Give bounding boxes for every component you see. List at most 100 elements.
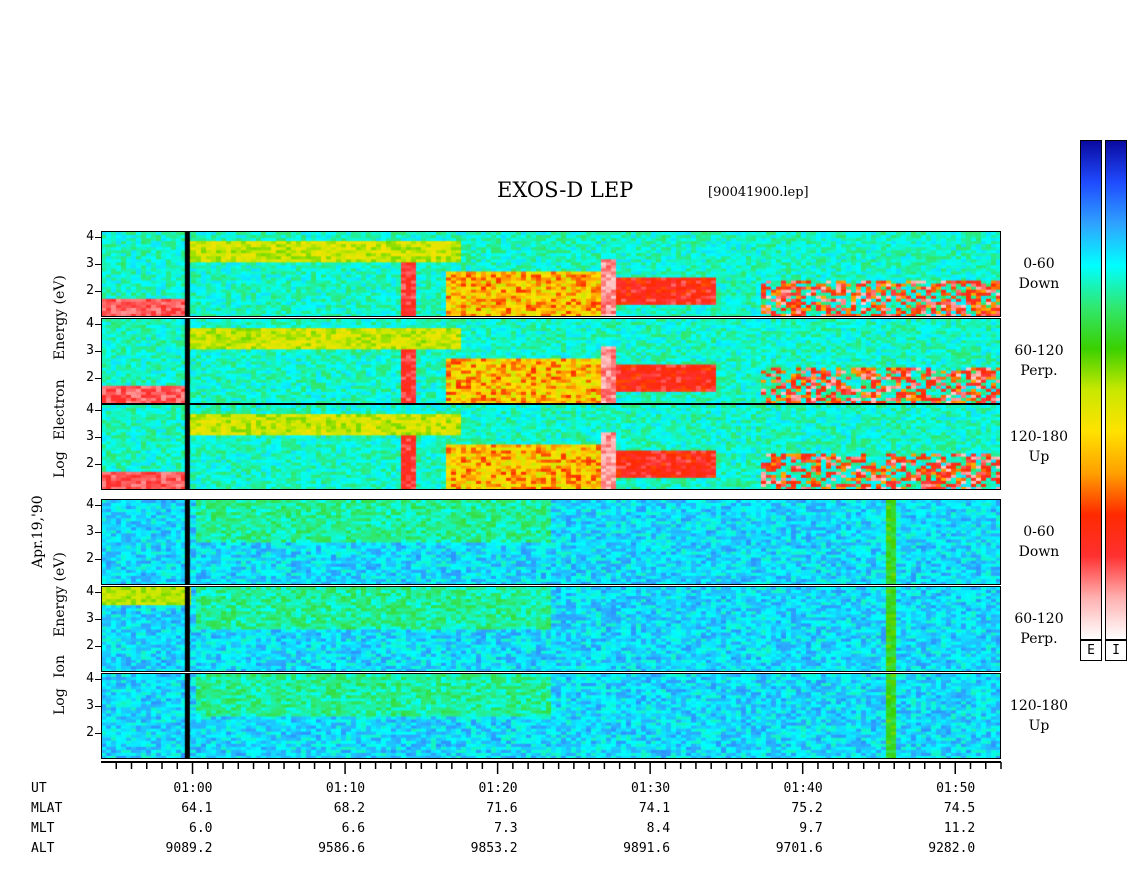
panel-label-range: 60-120 xyxy=(1014,343,1064,359)
ephemeris-value: 11.2 xyxy=(943,821,976,836)
y-tick-label: 2 xyxy=(86,456,94,471)
date-label: Apr.19,'90 xyxy=(30,495,46,568)
y-tick-mark xyxy=(95,559,101,560)
panel-frame xyxy=(101,318,1001,404)
y-tick-mark xyxy=(95,437,101,438)
panel-label-direction: Down xyxy=(1018,276,1060,292)
panel-label: 0-60 Down xyxy=(1004,522,1074,562)
panel-label-range: 120-180 xyxy=(1009,429,1069,445)
ephemeris-value: 9089.2 xyxy=(165,841,213,856)
ephemeris-row-name: UT xyxy=(31,781,47,796)
y-tick-mark xyxy=(95,646,101,647)
panel-frame xyxy=(101,404,1001,490)
y-tick-mark xyxy=(95,619,101,620)
electron-axis-label-energy: Energy (eV) xyxy=(52,275,68,360)
ephemeris-row-name: ALT xyxy=(31,841,55,856)
panel-frame xyxy=(101,586,1001,672)
ion-spectrogram-panel xyxy=(101,674,1001,759)
electron-axis-label-log: Log xyxy=(52,451,68,478)
y-tick-label: 3 xyxy=(86,343,94,358)
file-name: [90041900.lep] xyxy=(708,185,809,200)
y-tick-mark xyxy=(95,679,101,680)
y-tick-mark xyxy=(95,264,101,265)
y-tick-label: 3 xyxy=(86,429,94,444)
ephemeris-value: 8.4 xyxy=(646,821,671,836)
chart-title: EXOS-D LEP xyxy=(497,178,634,202)
panel-label-direction: Up xyxy=(1028,718,1050,734)
panel-label-direction: Perp. xyxy=(1020,363,1058,379)
ephemeris-value: 71.6 xyxy=(486,801,518,816)
y-tick-mark xyxy=(95,378,101,379)
ephemeris-value: 75.2 xyxy=(791,801,823,816)
x-tick-label: 01:40 xyxy=(783,781,823,796)
y-tick-label: 4 xyxy=(86,316,94,331)
ephemeris-value: 68.2 xyxy=(333,801,366,816)
panel-label-range: 0-60 xyxy=(1023,256,1055,272)
y-tick-mark xyxy=(95,464,101,465)
panel-label-direction: Up xyxy=(1028,449,1050,465)
y-tick-mark xyxy=(95,733,101,734)
y-tick-label: 3 xyxy=(86,256,94,271)
panel-frame xyxy=(101,499,1001,585)
x-tick-label: 01:30 xyxy=(631,781,671,796)
colorbar-electron xyxy=(1080,140,1102,640)
y-tick-mark xyxy=(95,505,101,506)
panel-frame xyxy=(101,231,1001,317)
y-tick-mark xyxy=(95,351,101,352)
y-tick-label: 4 xyxy=(86,402,94,417)
y-tick-mark xyxy=(95,237,101,238)
ephemeris-value: 74.1 xyxy=(638,801,671,816)
ephemeris-value: 9701.6 xyxy=(775,841,823,856)
y-tick-label: 2 xyxy=(86,551,94,566)
y-tick-mark xyxy=(95,410,101,411)
ion-spectrogram-panel xyxy=(101,500,1001,585)
ephemeris-value: 6.6 xyxy=(341,821,366,836)
panel-label: 120-180 Up xyxy=(1004,696,1074,736)
panel-label-range: 0-60 xyxy=(1023,524,1055,540)
panel-label: 60-120 Perp. xyxy=(1004,341,1074,381)
ephemeris-value: 9891.6 xyxy=(623,841,671,856)
x-tick-label: 01:50 xyxy=(936,781,976,796)
y-tick-label: 4 xyxy=(86,671,94,686)
x-tick-label: 01:00 xyxy=(173,781,213,796)
electron-spectrogram-panel xyxy=(101,232,1001,317)
ephemeris-value: 9.7 xyxy=(799,821,823,836)
panel-frame xyxy=(101,673,1001,759)
ephemeris-row-name: MLAT xyxy=(31,801,63,816)
panel-label: 0-60 Down xyxy=(1004,254,1074,294)
colorbar-ion xyxy=(1105,140,1127,640)
y-tick-label: 4 xyxy=(86,584,94,599)
electron-spectrogram-panel xyxy=(101,405,1001,490)
y-tick-label: 2 xyxy=(86,283,94,298)
ephemeris-value: 64.1 xyxy=(181,801,213,816)
y-tick-label: 2 xyxy=(86,370,94,385)
ephemeris-value: 6.0 xyxy=(189,821,213,836)
ion-axis-label-log: Log xyxy=(52,688,68,715)
electron-axis-label-electron: Electron xyxy=(52,379,68,440)
panel-label-direction: Down xyxy=(1018,544,1060,560)
y-tick-mark xyxy=(95,532,101,533)
panel-label-range: 60-120 xyxy=(1014,611,1064,627)
ephemeris-value: 9586.6 xyxy=(318,841,366,856)
ephemeris-value: 9282.0 xyxy=(928,841,976,856)
x-tick-label: 01:20 xyxy=(478,781,518,796)
y-tick-mark xyxy=(95,592,101,593)
y-tick-label: 4 xyxy=(86,229,94,244)
y-tick-label: 3 xyxy=(86,611,94,626)
y-tick-mark xyxy=(95,706,101,707)
y-tick-label: 2 xyxy=(86,638,94,653)
y-tick-mark xyxy=(95,291,101,292)
y-tick-label: 4 xyxy=(86,497,94,512)
ion-axis-label-energy: Energy (eV) xyxy=(52,552,68,637)
ion-spectrogram-panel xyxy=(101,587,1001,672)
x-axis xyxy=(101,761,1002,774)
colorbar-ion-label: I xyxy=(1105,640,1127,661)
panel-label: 60-120 Perp. xyxy=(1004,609,1074,649)
x-tick-label: 01:10 xyxy=(325,781,366,796)
y-tick-mark xyxy=(95,324,101,325)
panel-label-range: 120-180 xyxy=(1009,698,1069,714)
y-tick-label: 3 xyxy=(86,698,94,713)
y-tick-label: 2 xyxy=(86,725,94,740)
panel-label: 120-180 Up xyxy=(1004,427,1074,467)
colorbar-electron-label: E xyxy=(1080,640,1102,661)
